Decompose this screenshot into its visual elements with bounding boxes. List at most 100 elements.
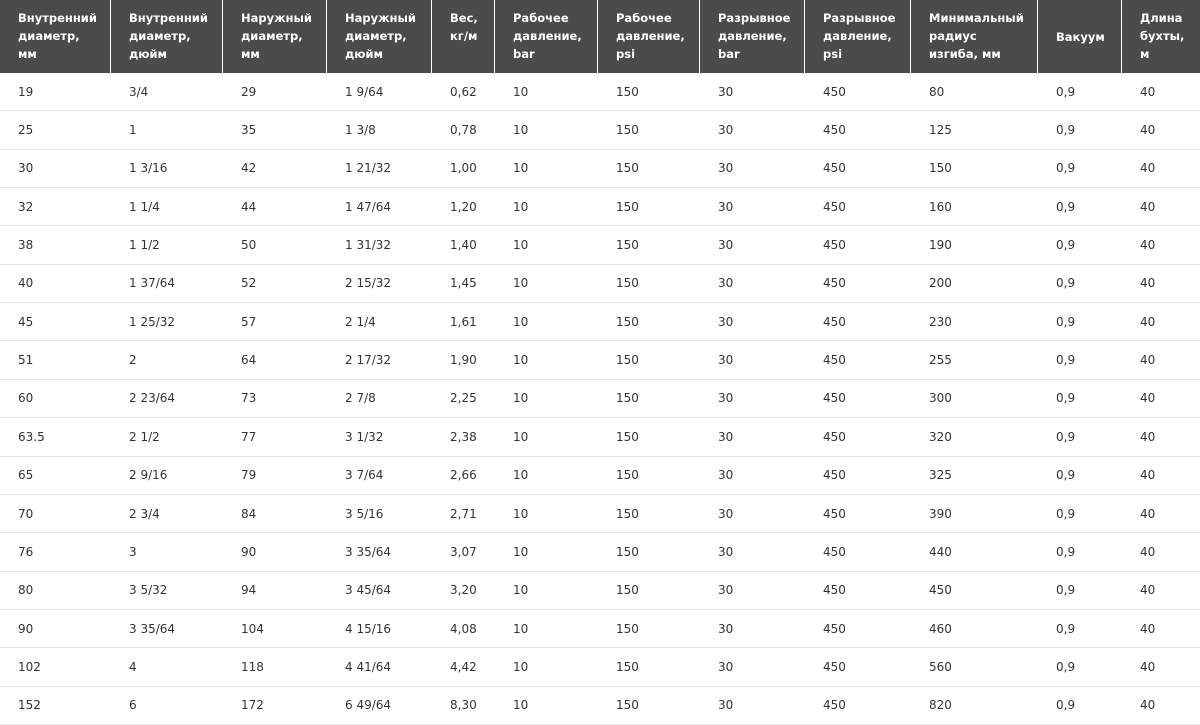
- table-cell: 152: [18, 698, 41, 713]
- table-row: 152 6 172 6 49/64 8,30 10 150 30 450 820 0,9 40: [0, 687, 1200, 725]
- table-cell: 0,9: [1056, 583, 1076, 598]
- table-cell: 2,25: [450, 391, 477, 406]
- table-cell: 30: [718, 621, 734, 636]
- table-row: 45 1 25/32 57 2 1/4 1,61 10 150 30 450 230 0,9 40: [0, 303, 1200, 342]
- table-cell: 390: [929, 506, 952, 521]
- table-cell: 3 1/32: [345, 429, 384, 444]
- table-cell: 450: [929, 583, 952, 598]
- table-cell: 2: [129, 353, 137, 368]
- table-cell: 30: [718, 276, 734, 291]
- table-cell: 450: [823, 238, 846, 253]
- table-cell: 150: [616, 161, 639, 176]
- table-row: 30 1 3/16 42 1 21/32 1,00 10 150 30 450 150 0,9 40: [0, 150, 1200, 189]
- table-cell: 450: [823, 391, 846, 406]
- table-cell: 3: [129, 544, 137, 559]
- table-cell: 0,9: [1056, 659, 1076, 674]
- table-cell: 65: [18, 468, 34, 483]
- table-cell: 40: [1140, 199, 1156, 214]
- table-row: 76 3 90 3 35/64 3,07 10 150 30 450 440 0,9 40: [0, 533, 1200, 572]
- table-cell: 10: [513, 161, 529, 176]
- table-cell: 3 5/16: [345, 506, 384, 521]
- table-cell: 0,9: [1056, 276, 1076, 291]
- table-cell: 118: [241, 659, 264, 674]
- table-cell: 150: [616, 123, 639, 138]
- table-cell: 450: [823, 314, 846, 329]
- table-cell: 3/4: [129, 84, 149, 99]
- table-cell: 560: [929, 659, 952, 674]
- header-cell: Минимальный радиус изгиба, мм: [911, 0, 1038, 73]
- table-cell: 1 47/64: [345, 199, 392, 214]
- table-cell: 450: [823, 353, 846, 368]
- table-cell: 52: [241, 276, 257, 291]
- table-cell: 30: [718, 583, 734, 598]
- table-cell: 30: [18, 161, 34, 176]
- table-cell: 102: [18, 659, 41, 674]
- table-cell: 150: [616, 468, 639, 483]
- table-cell: 10: [513, 621, 529, 636]
- header-cell: Внутренний диаметр, мм: [0, 0, 111, 73]
- table-cell: 0,9: [1056, 199, 1076, 214]
- table-cell: 30: [718, 199, 734, 214]
- table-cell: 450: [823, 161, 846, 176]
- table-cell: 6: [129, 698, 137, 713]
- table-cell: 40: [1140, 659, 1156, 674]
- table-cell: 30: [718, 391, 734, 406]
- table-cell: 30: [718, 659, 734, 674]
- table-cell: 200: [929, 276, 952, 291]
- table-cell: 2 15/32: [345, 276, 392, 291]
- table-cell: 0,9: [1056, 314, 1076, 329]
- table-cell: 40: [1140, 238, 1156, 253]
- table-row: 80 3 5/32 94 3 45/64 3,20 10 150 30 450 450 0,9 40: [0, 572, 1200, 610]
- table-cell: 0,9: [1056, 123, 1076, 138]
- table-cell: 45: [18, 314, 34, 329]
- table-cell: 73: [241, 391, 257, 406]
- table-cell: 150: [616, 659, 639, 674]
- table-cell: 0,9: [1056, 161, 1076, 176]
- table-cell: 10: [513, 544, 529, 559]
- table-cell: 230: [929, 314, 952, 329]
- table-cell: 0,9: [1056, 238, 1076, 253]
- table-cell: 30: [718, 429, 734, 444]
- table-cell: 450: [823, 506, 846, 521]
- table-cell: 64: [241, 353, 257, 368]
- table-cell: 30: [718, 314, 734, 329]
- table-row: 38 1 1/2 50 1 31/32 1,40 10 150 30 450 190 0,9 40: [0, 226, 1200, 265]
- table-cell: 19: [18, 84, 34, 99]
- table-cell: 76: [18, 544, 34, 559]
- header-cell: Вакуум: [1038, 0, 1122, 73]
- table-cell: 2 23/64: [129, 391, 176, 406]
- table-cell: 40: [1140, 276, 1156, 291]
- header-cell: Рабочее давление, bar: [495, 0, 598, 73]
- table-cell: 325: [929, 468, 952, 483]
- table-cell: 3 7/64: [345, 468, 384, 483]
- table-cell: 0,9: [1056, 544, 1076, 559]
- table-cell: 150: [616, 621, 639, 636]
- table-row: 32 1 1/4 44 1 47/64 1,20 10 150 30 450 160 0,9 40: [0, 188, 1200, 227]
- table-cell: 40: [1140, 621, 1156, 636]
- table-row: 70 2 3/4 84 3 5/16 2,71 10 150 30 450 390 0,9 40: [0, 495, 1200, 534]
- table-cell: 150: [616, 698, 639, 713]
- table-cell: 1,20: [450, 199, 477, 214]
- table-cell: 80: [929, 84, 945, 99]
- table-cell: 440: [929, 544, 952, 559]
- table-row: 90 3 35/64 104 4 15/16 4,08 10 150 30 450 460 0,9 4…: [0, 610, 1200, 649]
- table-cell: 40: [1140, 544, 1156, 559]
- table-cell: 10: [513, 468, 529, 483]
- table-cell: 150: [616, 544, 639, 559]
- table-cell: 40: [1140, 468, 1156, 483]
- table-cell: 40: [1140, 583, 1156, 598]
- table-cell: 1 21/32: [345, 161, 392, 176]
- table-cell: 450: [823, 84, 846, 99]
- table-cell: 35: [241, 123, 257, 138]
- table-cell: 40: [1140, 353, 1156, 368]
- table-cell: 450: [823, 276, 846, 291]
- header-cell: Разрывное давление, psi: [805, 0, 911, 73]
- table-cell: 0,9: [1056, 84, 1076, 99]
- table-cell: 70: [18, 506, 34, 521]
- table-cell: 10: [513, 238, 529, 253]
- table-cell: 1 3/8: [345, 123, 376, 138]
- table-cell: 90: [241, 544, 257, 559]
- header-cell: Наружный диаметр, мм: [223, 0, 327, 73]
- table-cell: 2 7/8: [345, 391, 376, 406]
- table-cell: 1: [129, 123, 137, 138]
